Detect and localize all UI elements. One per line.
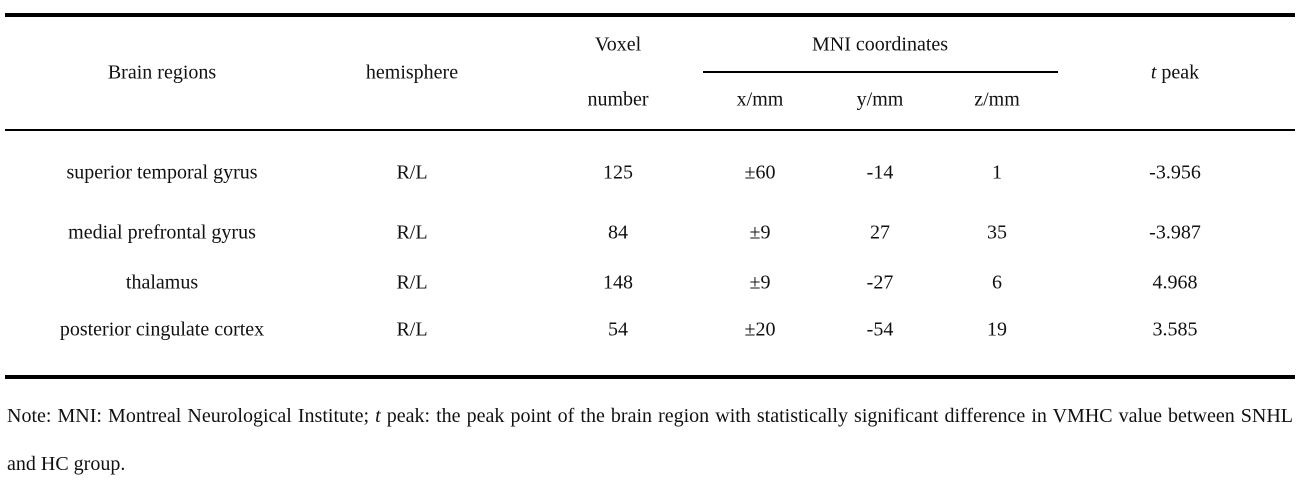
table-cell: 125 <box>603 161 633 184</box>
header-cell: z/mm <box>974 88 1020 111</box>
table-cell: ±20 <box>744 318 776 341</box>
table-cell: 54 <box>608 318 628 341</box>
table-cell: R/L <box>396 271 428 294</box>
table-cell: -3.956 <box>1149 161 1201 184</box>
table-cell: R/L <box>396 221 428 244</box>
table-cell: ±9 <box>749 271 771 294</box>
table-cell: 148 <box>603 271 633 294</box>
table-cell: -54 <box>866 318 894 341</box>
table-cell: -14 <box>866 161 894 184</box>
header-cell: hemisphere <box>365 61 459 84</box>
header-cell: y/mm <box>856 88 904 111</box>
table-cell: R/L <box>396 161 428 184</box>
header-cell: Voxel <box>594 33 642 56</box>
table-cell: 6 <box>992 271 1002 294</box>
table-cell: 27 <box>870 221 890 244</box>
table-cell: 1 <box>992 161 1002 184</box>
table-cell: 35 <box>987 221 1007 244</box>
header-cell: Brain regions <box>107 61 217 84</box>
table-cell: posterior cingulate cortex <box>59 318 265 341</box>
header-rule <box>5 129 1295 131</box>
italic-t: t <box>375 405 381 427</box>
table-cell: 84 <box>608 221 628 244</box>
note-text: peak: the peak point of the brain region… <box>7 405 1293 475</box>
italic-t: t <box>1150 61 1157 84</box>
header-cell: number <box>587 88 649 111</box>
bottom-rule <box>5 375 1295 379</box>
table-cell: medial prefrontal gyrus <box>68 221 256 244</box>
table-cell: ±9 <box>749 221 771 244</box>
table-cell: R/L <box>396 318 428 341</box>
header-cell: t peak <box>1151 62 1199 85</box>
table-cell: -3.987 <box>1149 221 1201 244</box>
note: Note: MNI: Montreal Neurological Institu… <box>7 392 1293 487</box>
table-cell: ±60 <box>744 161 776 184</box>
header-text: peak <box>1161 61 1200 84</box>
header-cell: x/mm <box>736 88 784 111</box>
note-text: Note: MNI: Montreal Neurological Institu… <box>7 405 370 427</box>
table-cell: superior temporal gyrus <box>66 161 258 184</box>
top-rule <box>5 13 1295 17</box>
table-cell: 3.585 <box>1152 318 1198 341</box>
table-cell: 19 <box>987 318 1007 341</box>
table-cell: thalamus <box>125 271 199 294</box>
table-cell: 4.968 <box>1152 271 1198 294</box>
group-rule <box>703 71 1058 73</box>
table-cell: -27 <box>866 271 894 294</box>
header-cell: MNI coordinates <box>811 33 949 56</box>
